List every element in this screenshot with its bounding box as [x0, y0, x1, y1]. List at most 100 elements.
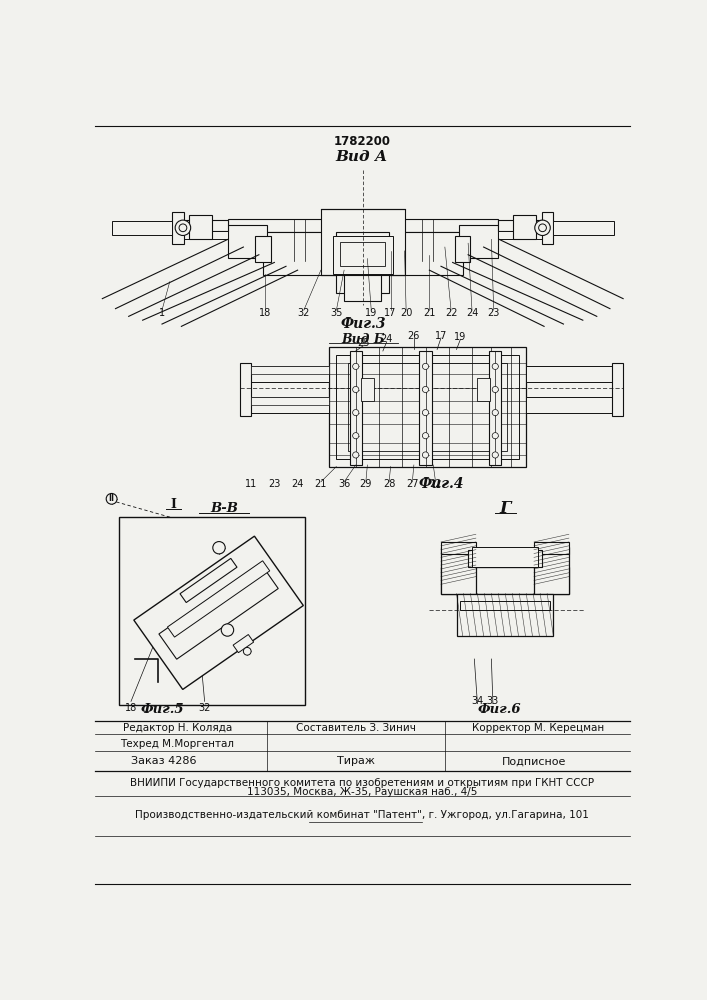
Bar: [468, 550, 542, 567]
Text: 1782200: 1782200: [334, 135, 390, 148]
Text: Фиг.3: Фиг.3: [341, 317, 386, 331]
Bar: [534, 547, 569, 594]
Text: 27: 27: [406, 479, 419, 489]
Bar: [441, 542, 476, 554]
Bar: [457, 594, 554, 636]
Bar: [337, 232, 389, 293]
Text: 33: 33: [487, 696, 499, 706]
Circle shape: [422, 433, 428, 439]
Polygon shape: [134, 536, 303, 689]
Text: Г: Г: [500, 500, 511, 517]
Bar: [542, 212, 554, 244]
Bar: [332, 235, 393, 274]
Text: 24: 24: [291, 479, 304, 489]
Circle shape: [539, 224, 547, 232]
Text: 35: 35: [330, 308, 343, 318]
Text: Техред М.Моргентал: Техред М.Моргентал: [120, 739, 235, 749]
Bar: [526, 366, 612, 382]
Bar: [349, 351, 362, 465]
Bar: [441, 567, 569, 594]
Text: Корректор М. Керецман: Корректор М. Керецман: [472, 723, 604, 733]
Bar: [251, 397, 329, 405]
Text: 23: 23: [488, 308, 500, 318]
Text: 28: 28: [383, 479, 395, 489]
Bar: [243, 397, 329, 413]
Circle shape: [422, 410, 428, 416]
Circle shape: [106, 493, 117, 504]
Text: Подписное: Подписное: [502, 756, 566, 766]
Bar: [337, 355, 518, 459]
Text: 26: 26: [408, 331, 420, 341]
Polygon shape: [168, 561, 270, 637]
Circle shape: [353, 386, 359, 393]
Circle shape: [353, 363, 359, 369]
Bar: [489, 351, 501, 465]
Circle shape: [179, 224, 187, 232]
Text: 25: 25: [357, 338, 370, 348]
Circle shape: [213, 542, 226, 554]
Text: Заказ 4286: Заказ 4286: [131, 756, 197, 766]
Text: I: I: [170, 498, 177, 512]
Text: 17: 17: [435, 331, 448, 341]
Text: 17: 17: [385, 308, 397, 318]
Text: 1: 1: [159, 308, 165, 318]
Text: 23: 23: [268, 479, 281, 489]
Bar: [243, 366, 329, 382]
Bar: [460, 601, 549, 610]
Text: 113035, Москва, Ж-35, Раушская наб., 4/5: 113035, Москва, Ж-35, Раушская наб., 4/5: [247, 787, 477, 797]
Bar: [251, 366, 329, 374]
Text: 24: 24: [380, 334, 393, 344]
Circle shape: [221, 624, 234, 636]
Circle shape: [353, 452, 359, 458]
Text: 34: 34: [472, 696, 484, 706]
Text: Редактор Н. Коляда: Редактор Н. Коляда: [123, 723, 232, 733]
Text: ВНИИПИ Государственного комитета по изобретениям и открытиям при ГКНТ СССР: ВНИИПИ Государственного комитета по изоб…: [130, 778, 594, 788]
Text: Вид Б: Вид Б: [341, 333, 385, 346]
Bar: [263, 232, 462, 275]
Text: В-В: В-В: [210, 502, 238, 515]
Text: Фиг.4: Фиг.4: [419, 477, 464, 491]
Bar: [459, 225, 498, 258]
Text: 22: 22: [429, 479, 442, 489]
Bar: [112, 221, 172, 235]
Text: 19: 19: [455, 332, 467, 342]
Bar: [526, 397, 612, 413]
Bar: [498, 231, 554, 239]
Text: 21: 21: [315, 479, 327, 489]
Bar: [498, 220, 554, 231]
Bar: [172, 212, 184, 244]
Text: Вид А: Вид А: [336, 150, 388, 164]
Circle shape: [353, 410, 359, 416]
Bar: [419, 351, 432, 465]
Text: II: II: [109, 494, 115, 503]
Circle shape: [422, 386, 428, 393]
Text: 22: 22: [445, 308, 457, 318]
Bar: [477, 378, 490, 401]
Polygon shape: [233, 635, 254, 653]
Bar: [361, 378, 373, 401]
Bar: [172, 220, 228, 231]
Circle shape: [422, 363, 428, 369]
Bar: [228, 225, 267, 258]
Bar: [348, 363, 507, 451]
Text: 20: 20: [400, 308, 412, 318]
Text: 18: 18: [259, 308, 271, 318]
Text: 11: 11: [245, 479, 257, 489]
Text: Составитель З. Зинич: Составитель З. Зинич: [296, 723, 416, 733]
Bar: [189, 215, 212, 239]
Text: 32: 32: [199, 703, 211, 713]
Bar: [513, 215, 537, 239]
Bar: [255, 235, 271, 262]
Bar: [340, 242, 385, 266]
Text: Фиг.5: Фиг.5: [140, 703, 184, 716]
Circle shape: [492, 410, 498, 416]
Text: 18: 18: [125, 703, 137, 713]
Bar: [344, 255, 381, 301]
Circle shape: [492, 433, 498, 439]
Circle shape: [492, 363, 498, 369]
Circle shape: [243, 647, 251, 655]
Bar: [472, 547, 538, 567]
Text: 19: 19: [365, 308, 378, 318]
Bar: [321, 209, 404, 275]
Text: 24: 24: [466, 308, 478, 318]
